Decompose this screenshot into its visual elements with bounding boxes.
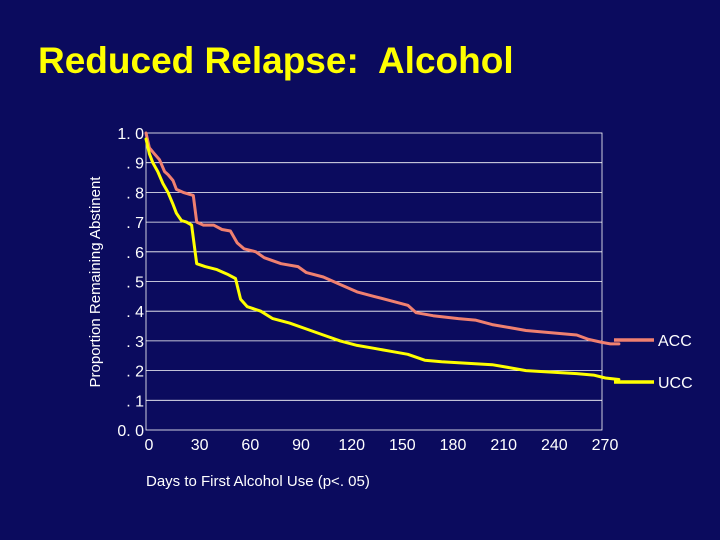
y-tick-label: 1. 0	[117, 126, 144, 143]
y-tick-label: . 5	[126, 275, 144, 292]
grid-layer	[145, 132, 603, 431]
x-tick-label: 180	[440, 437, 467, 454]
legend-label-ucc: UCC	[658, 375, 693, 392]
y-tick-label: . 6	[126, 245, 144, 262]
x-tick-label: 210	[490, 437, 517, 454]
x-tick-label: 150	[389, 437, 416, 454]
series-line-acc	[144, 131, 621, 346]
x-tick-label: 120	[338, 437, 365, 454]
x-tick-label: 240	[541, 437, 568, 454]
x-tick-labels: 0 30 60 90 120 150 180 210 240 270	[145, 437, 619, 454]
x-tick-label: 60	[241, 437, 259, 454]
x-tick-label: 30	[191, 437, 209, 454]
x-axis-label: Days to First Alcohol Use (p<. 05)	[146, 473, 370, 490]
y-tick-labels: 0. 0 . 1 . 2 . 3 . 4 . 5 . 6 . 7 . 8 . 9 1. 0	[117, 126, 144, 440]
y-tick-label: 0. 0	[117, 423, 144, 440]
y-tick-label: . 7	[126, 215, 144, 232]
y-tick-label: . 8	[126, 185, 144, 202]
x-tick-label: 270	[592, 437, 619, 454]
series-lines	[144, 131, 621, 381]
legend-label-acc: ACC	[658, 333, 692, 350]
y-tick-label: . 2	[126, 364, 144, 381]
y-tick-label: . 3	[126, 334, 144, 351]
y-tick-label: . 9	[126, 156, 144, 173]
legend: ACC UCC	[614, 333, 693, 392]
y-tick-label: . 4	[126, 304, 144, 321]
y-axis-label: Proportion Remaining Abstinent	[87, 176, 104, 388]
slide-title: Reduced Relapse: Alcohol	[38, 40, 514, 81]
x-tick-label: 0	[145, 437, 154, 454]
series-line-ucc	[144, 137, 621, 381]
x-tick-label: 90	[292, 437, 310, 454]
y-tick-label: . 1	[126, 393, 144, 410]
